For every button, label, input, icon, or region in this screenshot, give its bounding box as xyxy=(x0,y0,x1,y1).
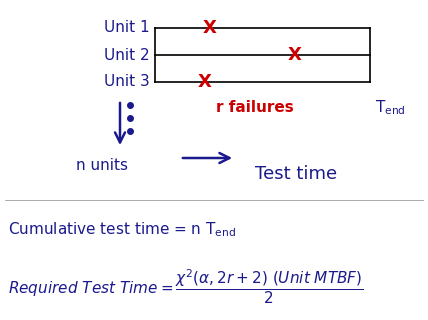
Text: X: X xyxy=(198,73,212,91)
Text: Unit 3: Unit 3 xyxy=(104,75,150,90)
Text: X: X xyxy=(203,19,217,37)
Text: T$_{\mathregular{end}}$: T$_{\mathregular{end}}$ xyxy=(375,99,406,117)
Text: Unit 1: Unit 1 xyxy=(104,20,150,36)
Text: Cumulative test time = n T$_{\mathregular{end}}$: Cumulative test time = n T$_{\mathregula… xyxy=(8,220,236,239)
Text: X: X xyxy=(288,46,302,64)
Text: Unit 2: Unit 2 xyxy=(104,47,150,62)
Text: $\mathit{Required\ Test\ Time} = \dfrac{\chi^2(\alpha, 2r + 2)\ \mathit{(Unit\ M: $\mathit{Required\ Test\ Time} = \dfrac{… xyxy=(8,268,364,307)
Text: Test time: Test time xyxy=(255,165,337,183)
Text: n units: n units xyxy=(76,158,128,173)
Text: r failures: r failures xyxy=(216,100,294,116)
